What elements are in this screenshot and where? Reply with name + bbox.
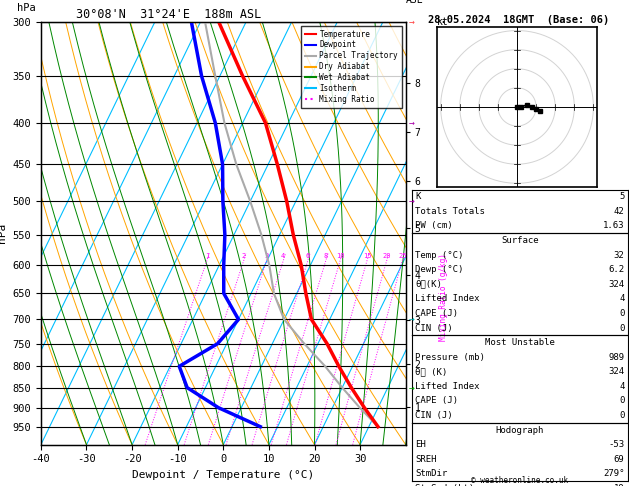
Text: CIN (J): CIN (J) [415, 324, 453, 332]
Text: Lifted Index: Lifted Index [415, 295, 480, 303]
Text: →: → [409, 382, 415, 393]
Text: 6: 6 [306, 253, 310, 259]
Text: StmDir: StmDir [415, 469, 447, 478]
Text: θᴇ(K): θᴇ(K) [415, 280, 442, 289]
Text: 1.63: 1.63 [603, 222, 625, 230]
Text: 2: 2 [242, 253, 246, 259]
Text: SREH: SREH [415, 455, 437, 464]
Text: 6.2: 6.2 [608, 265, 625, 274]
Text: CAPE (J): CAPE (J) [415, 397, 458, 405]
Text: 8: 8 [324, 253, 328, 259]
Text: 279°: 279° [603, 469, 625, 478]
Text: →: → [409, 17, 415, 27]
Text: 0: 0 [619, 309, 625, 318]
Text: Totals Totals: Totals Totals [415, 207, 485, 216]
Text: PW (cm): PW (cm) [415, 222, 453, 230]
Text: θᴇ (K): θᴇ (K) [415, 367, 447, 376]
Text: 0: 0 [619, 411, 625, 420]
Text: Mixing Ratio (g/kg): Mixing Ratio (g/kg) [438, 253, 448, 341]
Text: 69: 69 [614, 455, 625, 464]
Text: 0: 0 [619, 397, 625, 405]
Text: 0: 0 [619, 324, 625, 332]
Text: kt: kt [437, 17, 448, 27]
Text: 42: 42 [614, 207, 625, 216]
Text: EH: EH [415, 440, 426, 449]
Text: 1: 1 [204, 253, 209, 259]
Text: Dewp (°C): Dewp (°C) [415, 265, 464, 274]
Text: Pressure (mb): Pressure (mb) [415, 353, 485, 362]
Text: Hodograph: Hodograph [496, 426, 544, 434]
Text: 989: 989 [608, 353, 625, 362]
Text: 15: 15 [363, 253, 371, 259]
Title: 30°08'N  31°24'E  188m ASL: 30°08'N 31°24'E 188m ASL [76, 8, 261, 21]
Text: CAPE (J): CAPE (J) [415, 309, 458, 318]
Text: 5: 5 [619, 192, 625, 201]
Legend: Temperature, Dewpoint, Parcel Trajectory, Dry Adiabat, Wet Adiabat, Isotherm, Mi: Temperature, Dewpoint, Parcel Trajectory… [301, 26, 402, 108]
Text: 4: 4 [619, 382, 625, 391]
Text: hPa: hPa [17, 3, 36, 14]
Text: -53: -53 [608, 440, 625, 449]
Text: 20: 20 [382, 253, 391, 259]
Text: K: K [415, 192, 421, 201]
Text: km
ASL: km ASL [406, 0, 423, 5]
Text: Lifted Index: Lifted Index [415, 382, 480, 391]
Text: Most Unstable: Most Unstable [485, 338, 555, 347]
X-axis label: Dewpoint / Temperature (°C): Dewpoint / Temperature (°C) [132, 470, 314, 480]
Text: 324: 324 [608, 367, 625, 376]
Text: 28.05.2024  18GMT  (Base: 06): 28.05.2024 18GMT (Base: 06) [428, 15, 610, 25]
Text: →: → [409, 314, 415, 325]
Text: 324: 324 [608, 280, 625, 289]
Text: 3: 3 [264, 253, 269, 259]
Text: Surface: Surface [501, 236, 538, 245]
Text: 32: 32 [614, 251, 625, 260]
Text: 19: 19 [614, 484, 625, 486]
Text: 25: 25 [398, 253, 406, 259]
Text: Temp (°C): Temp (°C) [415, 251, 464, 260]
Text: →: → [409, 118, 415, 128]
Text: 4: 4 [281, 253, 286, 259]
Text: © weatheronline.co.uk: © weatheronline.co.uk [471, 475, 569, 485]
Text: 10: 10 [336, 253, 345, 259]
Text: StmSpd (kt): StmSpd (kt) [415, 484, 474, 486]
Y-axis label: hPa: hPa [0, 223, 7, 243]
Text: →: → [409, 196, 415, 206]
Text: CIN (J): CIN (J) [415, 411, 453, 420]
Text: 4: 4 [619, 295, 625, 303]
